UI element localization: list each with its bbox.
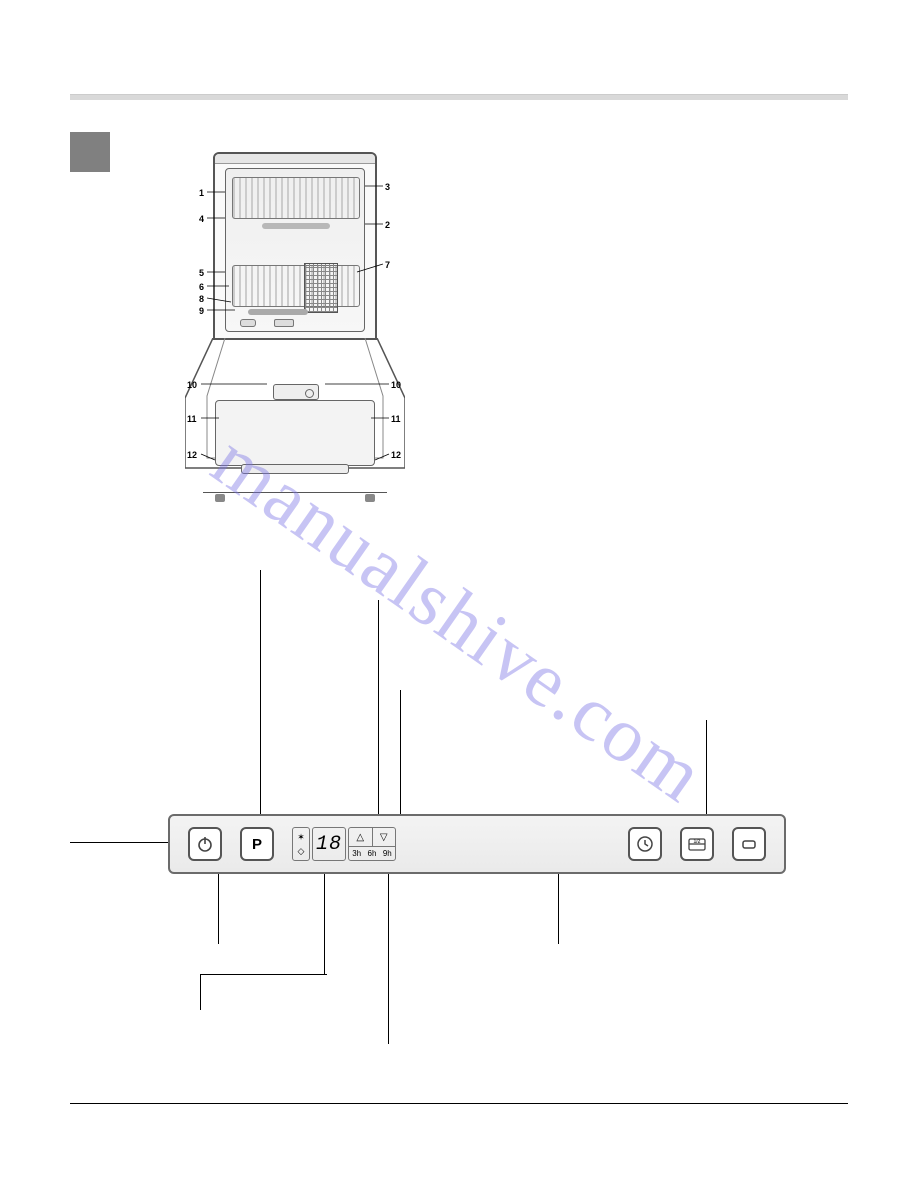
- half-load-button[interactable]: 1/2: [680, 827, 714, 861]
- dishwasher-cabinet: [213, 152, 377, 340]
- leader-line: [706, 720, 707, 814]
- callout-12-right: 12: [391, 450, 401, 460]
- salt-icon: ◇: [295, 847, 307, 856]
- appliance-diagram: 1 3 4 2 7 5 6 8 9 10 10 11 11 12 12: [185, 152, 405, 512]
- callout-3: 3: [385, 182, 390, 192]
- salt-cap: [240, 319, 256, 327]
- foot-left: [215, 494, 225, 502]
- program-display: 18: [312, 827, 346, 861]
- leader-line: [218, 874, 219, 944]
- footer-rule: [70, 1103, 848, 1104]
- upper-rack: [232, 177, 360, 219]
- leader-line: [400, 690, 401, 814]
- callout-7: 7: [385, 260, 390, 270]
- arrow-down-icon: ▽: [373, 828, 396, 846]
- detergent-dispenser: [273, 384, 319, 400]
- leader-line: [558, 874, 559, 944]
- callout-11-left: 11: [187, 414, 197, 424]
- power-button[interactable]: [188, 827, 222, 861]
- leader-line: [324, 874, 325, 974]
- rinse-aid-icon: ✶: [295, 833, 307, 842]
- display-block: ✶ ◇ 18 △ ▽ 3h 6h 9h: [292, 827, 396, 861]
- delay-start-button[interactable]: [628, 827, 662, 861]
- callout-10-right: 10: [391, 380, 401, 390]
- door-inner-panel: [215, 400, 375, 466]
- leader-line: [260, 570, 261, 814]
- callout-6: 6: [199, 282, 204, 292]
- cabinet-interior: [225, 168, 365, 332]
- dishwasher-door: [185, 338, 405, 488]
- language-tab: [70, 132, 110, 172]
- callout-4: 4: [199, 214, 204, 224]
- start-pause-block[interactable]: △ ▽ 3h 6h 9h: [348, 827, 396, 861]
- indicator-column: ✶ ◇: [292, 827, 310, 861]
- leader-line: [70, 842, 168, 843]
- delay-labels: 3h 6h 9h: [349, 847, 395, 860]
- door-handle: [241, 464, 349, 474]
- clock-icon: [636, 835, 654, 853]
- filter: [274, 319, 294, 327]
- callout-12-left: 12: [187, 450, 197, 460]
- upper-spray-arm: [262, 223, 330, 229]
- tablet-icon: [740, 835, 758, 853]
- header-rule: [70, 94, 848, 100]
- multitab-button[interactable]: [732, 827, 766, 861]
- appliance-base: [185, 484, 405, 502]
- power-icon: [196, 835, 214, 853]
- lower-spray-arm: [248, 309, 308, 315]
- callout-5: 5: [199, 268, 204, 278]
- leader-line: [326, 974, 327, 975]
- half-load-icon: 1/2: [687, 835, 707, 853]
- lower-rack: [232, 265, 360, 307]
- control-panel: P ✶ ◇ 18 △ ▽ 3h 6h 9h: [168, 814, 786, 874]
- cutlery-basket: [304, 263, 338, 313]
- callout-8: 8: [199, 294, 204, 304]
- control-panel-diagram: P ✶ ◇ 18 △ ▽ 3h 6h 9h: [70, 780, 848, 1080]
- callout-1: 1: [199, 188, 204, 198]
- arrow-up-icon: △: [349, 828, 373, 846]
- callout-9: 9: [199, 306, 204, 316]
- leader-line: [378, 600, 379, 814]
- callout-11-right: 11: [391, 414, 401, 424]
- svg-text:1/2: 1/2: [694, 839, 701, 845]
- cabinet-top: [215, 154, 375, 164]
- foot-right: [365, 494, 375, 502]
- manual-page: 1 3 4 2 7 5 6 8 9 10 10 11 11 12 12: [70, 60, 848, 1128]
- callout-10-left: 10: [187, 380, 197, 390]
- leader-line: [388, 874, 389, 1044]
- leader-line: [200, 974, 326, 975]
- callout-2: 2: [385, 220, 390, 230]
- leader-line: [200, 974, 201, 1010]
- program-button[interactable]: P: [240, 827, 274, 861]
